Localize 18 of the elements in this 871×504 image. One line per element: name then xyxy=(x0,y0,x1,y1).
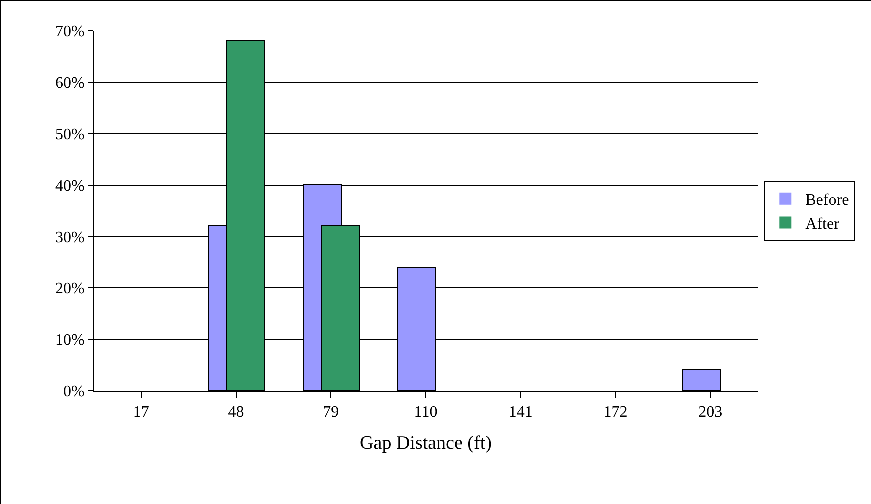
y-tick-label: 20% xyxy=(55,280,85,298)
x-tick-label: 141 xyxy=(508,404,533,422)
x-tick-label: 17 xyxy=(133,404,150,422)
y-tick-label: 60% xyxy=(55,75,85,92)
legend-label: After xyxy=(806,216,840,233)
y-tick-label: 0% xyxy=(63,384,85,401)
x-tick-label: 172 xyxy=(604,404,628,422)
x-tick-label: 203 xyxy=(698,404,723,422)
y-tick-label: 40% xyxy=(55,178,85,195)
x-axis-title: Gap Distance (ft) xyxy=(360,433,492,454)
x-tick-label: 79 xyxy=(323,404,340,422)
y-tick-label: 30% xyxy=(55,229,85,246)
y-tick-label: 10% xyxy=(55,332,85,350)
x-tick-label: 48 xyxy=(228,404,244,422)
x-tick-label: 110 xyxy=(414,404,438,422)
y-tick-label: 70% xyxy=(55,24,85,41)
legend-label: Before xyxy=(806,192,850,210)
y-tick-label: 50% xyxy=(55,126,85,144)
